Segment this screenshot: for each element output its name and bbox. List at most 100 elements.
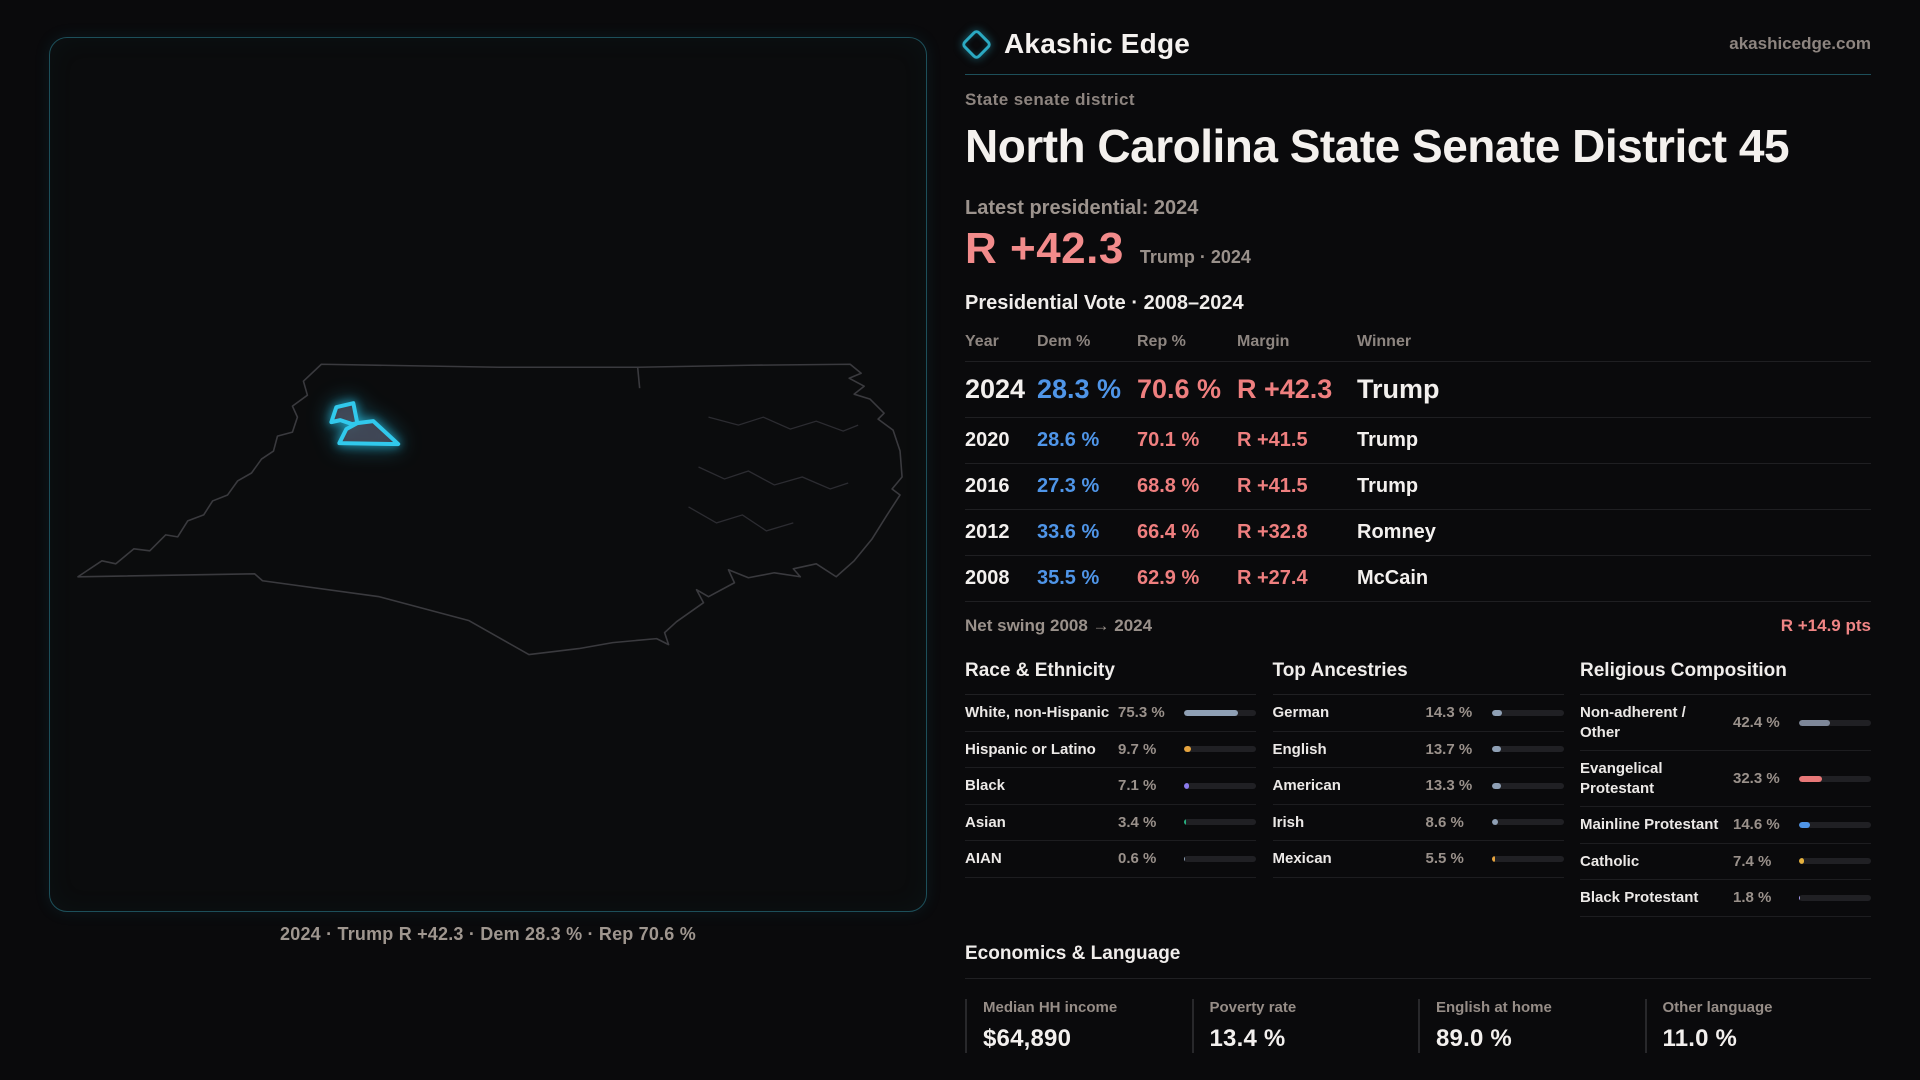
race-label: AIAN — [965, 850, 1002, 867]
percent-bar — [1491, 819, 1564, 826]
religion-label: Evangelical Protestant — [1580, 760, 1663, 797]
religion-value: 14.6 % — [1733, 816, 1780, 834]
percent-bar — [1184, 819, 1256, 826]
list-item: Catholic 7.4 % — [1580, 844, 1871, 880]
margin-cell: R +32.8 — [1237, 521, 1308, 543]
table-row: 2020 28.6 % 70.1 % R +41.5 Trump — [965, 418, 1871, 464]
race-value: 0.6 % — [1118, 850, 1157, 868]
winner-cell: Trump — [1357, 429, 1419, 451]
margin-cell: R +27.4 — [1237, 567, 1308, 589]
religion-value: 42.4 % — [1733, 714, 1780, 731]
ancestry-label: Irish — [1272, 813, 1305, 831]
list-item: Asian 3.4 % — [965, 805, 1256, 841]
report-panel: Akashic Edge akashicedge.com State senat… — [960, 0, 1871, 1080]
percent-bar — [1799, 821, 1871, 828]
percent-bar — [1491, 855, 1564, 862]
list-item: AIAN 0.6 % — [965, 841, 1256, 878]
stat-label: Median HH income — [983, 998, 1118, 1016]
list-item: White, non-Hispanic 75.3 % — [965, 695, 1256, 732]
stat-value: 11.0 % — [1662, 1024, 1738, 1052]
ancestry-label: German — [1272, 704, 1330, 721]
race-label: White, non-Hispanic — [965, 704, 1110, 721]
dem-cell: 33.6 % — [1037, 521, 1100, 543]
table-header-row: Year Dem % Rep % Margin Winner — [965, 327, 1871, 362]
col-year: Year — [965, 333, 999, 350]
stat-label: English at home — [1436, 998, 1552, 1016]
coastal-river-line — [688, 506, 794, 532]
religion-value: 7.4 % — [1733, 852, 1772, 870]
latest-margin-value: R +42.3 — [965, 224, 1124, 273]
religion-column: Religious Composition Non-adherent / Oth… — [1580, 660, 1871, 917]
percent-bar — [1184, 782, 1256, 789]
ancestry-label: English — [1272, 740, 1327, 758]
ancestry-value: 13.3 % — [1425, 777, 1473, 795]
ancestry-value: 8.6 % — [1425, 813, 1464, 831]
stat-value: 13.4 % — [1209, 1024, 1286, 1052]
rep-cell: 68.8 % — [1137, 475, 1200, 497]
dem-cell: 28.3 % — [1037, 374, 1122, 404]
race-label: Black — [965, 777, 1006, 794]
race-value: 7.1 % — [1118, 777, 1157, 795]
list-item: English 13.7 % — [1272, 732, 1564, 768]
percent-bar — [1491, 782, 1564, 789]
percent-bar — [1491, 746, 1564, 753]
ancestry-value: 13.7 % — [1425, 740, 1473, 758]
rep-cell: 62.9 % — [1137, 567, 1200, 589]
list-item: Mainline Protestant 14.6 % — [1580, 807, 1871, 844]
col-winner: Winner — [1357, 333, 1412, 350]
race-ethnicity-title: Race & Ethnicity — [965, 660, 1256, 695]
map-caption: 2024 · Trump R +42.3 · Dem 28.3 % · Rep … — [280, 924, 696, 944]
district-map-panel — [49, 37, 927, 912]
percent-bar — [1491, 709, 1564, 716]
state-border-tick — [636, 367, 641, 389]
net-swing-label: Net swing 2008 → 2024 — [965, 616, 1153, 635]
top-ancestries-column: Top Ancestries German 14.3 % English 13.… — [1272, 660, 1564, 917]
winner-cell: Romney — [1357, 521, 1436, 543]
year-cell: 2024 — [965, 374, 1026, 404]
religion-value: 1.8 % — [1733, 889, 1772, 907]
list-item: Black 7.1 % — [965, 768, 1256, 805]
page-title: North Carolina State Senate District 45 — [965, 120, 1790, 172]
table-row: 2012 33.6 % 66.4 % R +32.8 Romney — [965, 510, 1871, 556]
race-value: 3.4 % — [1118, 813, 1157, 831]
district-45-highlight — [329, 401, 401, 447]
list-item: Hispanic or Latino 9.7 % — [965, 732, 1256, 768]
dem-cell: 27.3 % — [1037, 475, 1100, 497]
top-ancestries-title: Top Ancestries — [1272, 660, 1564, 695]
latest-margin-row: R +42.3 Trump · 2024 — [965, 224, 1871, 274]
religion-label: Non-adherent / Other — [1580, 704, 1686, 741]
percent-bar — [1799, 719, 1871, 726]
rep-cell: 66.4 % — [1137, 521, 1200, 543]
race-label: Asian — [965, 813, 1006, 831]
diamond-icon — [960, 27, 993, 61]
pamlico-sound-line — [698, 466, 849, 490]
net-swing-row: Net swing 2008 → 2024 R +14.9 pts — [965, 602, 1871, 636]
table-row: 2024 28.3 % 70.6 % R +42.3 Trump — [965, 362, 1871, 418]
net-swing-value: R +14.9 pts — [1780, 616, 1871, 635]
albemarle-sound-line — [708, 416, 859, 432]
header-divider — [965, 74, 1871, 75]
religion-value: 32.3 % — [1733, 770, 1780, 787]
winner-cell: Trump — [1357, 475, 1419, 497]
economics-section: Economics & Language Median HH income $6… — [965, 943, 1871, 1053]
race-value: 75.3 % — [1118, 704, 1165, 722]
margin-cell: R +41.5 — [1237, 429, 1308, 451]
percent-bar — [1184, 709, 1256, 716]
percent-bar — [1799, 775, 1871, 782]
list-item: Evangelical Protestant 32.3 % — [1580, 751, 1871, 807]
dem-cell: 28.6 % — [1037, 429, 1100, 451]
dem-cell: 35.5 % — [1037, 567, 1100, 589]
rep-cell: 70.6 % — [1137, 374, 1222, 404]
stat-label: Other language — [1662, 998, 1773, 1016]
year-cell: 2008 — [965, 567, 1010, 589]
presidential-vote-table: Year Dem % Rep % Margin Winner 2024 28.3… — [965, 327, 1871, 602]
stat-value: 89.0 % — [1436, 1024, 1512, 1052]
ancestry-value: 14.3 % — [1425, 704, 1473, 722]
latest-margin-note: Trump · 2024 — [1139, 247, 1251, 267]
list-item: Non-adherent / Other 42.4 % — [1580, 695, 1871, 751]
economics-stats: Median HH income $64,890 Poverty rate 13… — [965, 998, 1871, 1053]
winner-cell: Trump — [1357, 374, 1440, 404]
site-link[interactable]: akashicedge.com — [1729, 34, 1871, 53]
year-cell: 2020 — [965, 429, 1010, 451]
list-item: German 14.3 % — [1272, 695, 1564, 732]
